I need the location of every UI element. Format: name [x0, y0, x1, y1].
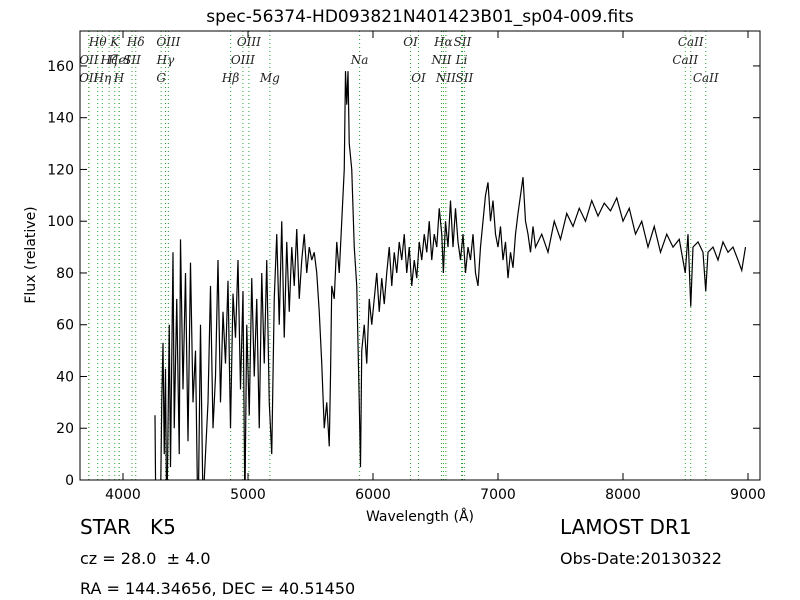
y-tick-label: 120 — [47, 162, 74, 178]
spectral-line-label: K — [109, 35, 120, 49]
x-tick-label: 5000 — [230, 487, 266, 503]
spectral-line-label: OIII — [231, 53, 255, 67]
redshift: cz = 28.0 ± 4.0 — [80, 549, 211, 568]
plot-clip — [88, 31, 747, 480]
x-tick-label: 7000 — [480, 487, 516, 503]
spectral-line-label: NII — [435, 71, 456, 85]
spectral-line-label: Hδ — [126, 35, 145, 49]
spectral-line-label: Li — [455, 53, 468, 67]
spectral-line-label: H — [113, 71, 125, 85]
x-tick-label: 9000 — [730, 487, 766, 503]
chart-title: spec-56374-HD093821N401423B01_sp04-009.f… — [206, 7, 634, 27]
spectral-line-label: SII — [123, 53, 141, 67]
y-tick-label: 80 — [56, 266, 74, 282]
spectral-line-label: Hβ — [221, 71, 239, 85]
survey: LAMOST DR1 — [560, 515, 692, 539]
spectral-line-label: Hγ — [156, 53, 175, 67]
spectral-line-label: NII — [431, 53, 452, 67]
spectrum-line — [154, 71, 747, 480]
plot-frame — [79, 30, 761, 481]
spectral-line-label: OIII — [156, 35, 180, 49]
spectral-line-label: Hθ — [88, 35, 107, 49]
x-tick-label: 4000 — [105, 487, 141, 503]
spectral-line-label: SII — [454, 35, 472, 49]
x-axis-label: Wavelength (Å) — [366, 508, 474, 525]
spectral-line-label: CaII — [678, 35, 704, 49]
spectral-line-label: CaII — [672, 53, 698, 67]
x-tick-label: 6000 — [355, 487, 391, 503]
obs-date: Obs-Date:20130322 — [560, 549, 722, 568]
y-tick-label: 60 — [56, 318, 74, 334]
coordinates: RA = 144.34656, DEC = 40.51450 — [80, 579, 355, 598]
x-tick-label: 8000 — [605, 487, 641, 503]
y-tick-label: 100 — [47, 214, 74, 230]
spectral-line-label: Hη — [93, 71, 112, 85]
y-tick-label: 140 — [47, 111, 74, 127]
spectral-line-label: OII — [79, 53, 99, 67]
object-class: STAR K5 — [80, 515, 176, 539]
spectral-line-label: Na — [350, 53, 369, 67]
spectral-line-label: HeI — [107, 53, 131, 67]
y-tick-label: 0 — [65, 473, 74, 489]
spectral-line-label: Hζ — [100, 53, 119, 67]
y-axis-label: Flux (relative) — [23, 206, 39, 303]
spectral-line-label: Mg — [259, 71, 280, 85]
y-tick-label: 40 — [56, 369, 74, 385]
spectral-line-label: OII — [79, 71, 99, 85]
spectral-line-label: G — [156, 71, 166, 85]
y-tick-label: 20 — [56, 421, 74, 437]
spectral-line-label: OI — [411, 71, 426, 85]
spectral-line-label: SII — [456, 71, 474, 85]
spectral-line-label: OI — [403, 35, 418, 49]
spectral-line-label: OIII — [237, 35, 261, 49]
y-tick-label: 160 — [47, 59, 74, 75]
spectral-line-label: Hα — [433, 35, 453, 49]
spectral-line-label: CaII — [693, 71, 719, 85]
